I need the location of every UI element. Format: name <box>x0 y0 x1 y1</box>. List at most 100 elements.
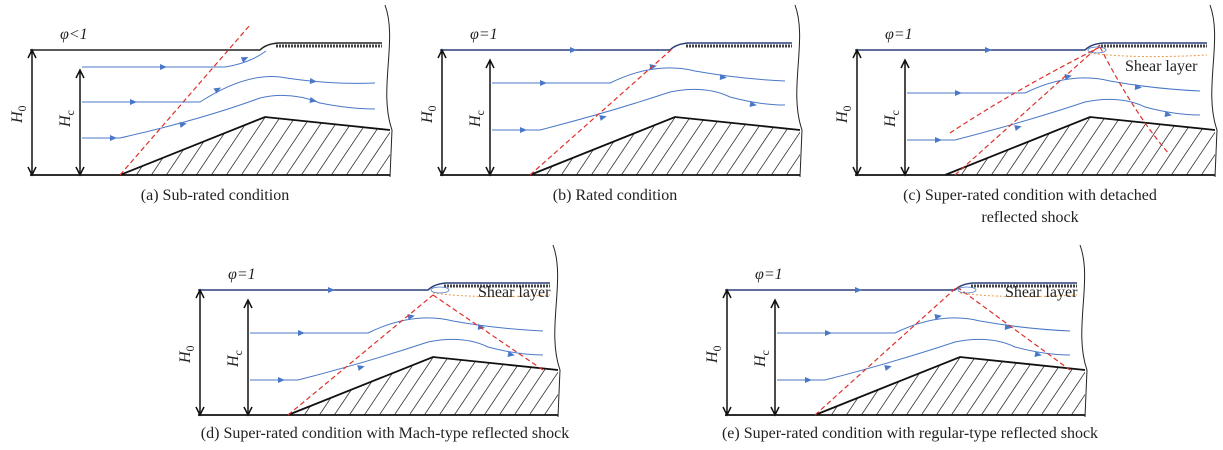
streamline <box>492 88 786 131</box>
hatch-line <box>164 117 211 175</box>
hc-label: Hc <box>882 110 902 128</box>
hc-base: H <box>467 114 484 128</box>
streamline <box>250 317 544 334</box>
hatch-line <box>754 117 800 175</box>
ramp-hatch <box>815 357 1085 415</box>
phi-label: φ=1 <box>885 26 913 43</box>
separation-bubble <box>430 286 450 294</box>
flow-arrow <box>407 314 415 320</box>
right-edge <box>384 4 393 178</box>
separation-bubble <box>1087 46 1107 54</box>
hc-arrow <box>75 68 85 177</box>
flow-arrow <box>309 97 317 103</box>
flow-arrow <box>328 287 335 293</box>
hatch-line <box>949 357 996 415</box>
hc-base: H <box>57 114 74 128</box>
shear-layer-label: Shear layer <box>478 284 551 301</box>
h0-sub: 0 <box>15 105 29 111</box>
flow-arrow <box>719 74 727 80</box>
flow-arrow <box>1014 125 1022 131</box>
hatch-line <box>784 117 800 175</box>
ramp-hatch <box>288 350 618 417</box>
hatch-line <box>149 117 196 175</box>
flow-arrow <box>309 78 317 84</box>
hatch-line <box>1064 117 1111 175</box>
streamline <box>82 50 267 68</box>
hc-label: Hc <box>467 110 487 128</box>
h0-arrow <box>722 288 732 417</box>
ramp-hatch <box>945 117 1215 175</box>
hatch-line <box>374 117 390 175</box>
hatch-line <box>530 117 561 175</box>
hatch-line <box>589 117 636 175</box>
inlet-lip <box>198 282 550 291</box>
flow-arrow <box>934 314 942 320</box>
hatch-line <box>1184 117 1215 175</box>
hc-arrow <box>770 298 780 417</box>
hatch-line <box>1024 357 1071 415</box>
h0-base: H <box>177 350 194 364</box>
flow-arrow <box>1164 111 1172 117</box>
shear-layer-label: Shear layer <box>1005 284 1078 301</box>
flow-arrow <box>599 115 607 121</box>
inlet-lip <box>30 42 382 51</box>
flow-arrow <box>179 122 187 128</box>
ramp-hatch <box>120 117 390 175</box>
hatch-line <box>815 357 846 415</box>
h0-sub: 0 <box>425 105 439 111</box>
h0-base: H <box>9 110 26 124</box>
hatch-line <box>1039 357 1085 415</box>
ramp-hatch <box>530 117 800 175</box>
flow-arrow <box>520 127 527 133</box>
hatch-line <box>649 117 696 175</box>
hatch-line <box>619 117 666 175</box>
hatch-line <box>844 357 891 415</box>
flow-arrow <box>825 330 832 336</box>
flow-arrow <box>649 64 657 70</box>
h0-base: H <box>419 110 436 124</box>
hc-label: Hc <box>57 110 77 128</box>
shock-wave <box>432 294 544 371</box>
ramp <box>855 116 1216 176</box>
hc-arrow <box>900 58 910 177</box>
hatch-line <box>194 117 241 175</box>
h0-sub: 0 <box>840 105 854 111</box>
hatch-line <box>1154 117 1201 175</box>
flow-arrow <box>955 90 962 96</box>
hc-sub: c <box>231 350 245 355</box>
shock-wave <box>529 48 673 176</box>
hatch-line <box>974 117 1021 175</box>
hatch-line <box>317 357 364 415</box>
hatch-line <box>557 357 558 415</box>
phi-label: φ=1 <box>470 26 498 43</box>
hatch-line <box>407 357 454 415</box>
caption: reflected shock <box>981 209 1078 226</box>
hc-sub: c <box>63 110 77 115</box>
inlet-lip <box>725 282 1077 291</box>
flow-arrow <box>1134 84 1142 90</box>
ramp <box>440 116 801 176</box>
caption: (a) Sub-rated condition <box>141 187 289 204</box>
hc-base: H <box>882 114 899 128</box>
hatch-line <box>1079 117 1126 175</box>
shock-wave <box>1099 46 1171 156</box>
phi-label: φ<1 <box>60 26 88 43</box>
hatch-line <box>299 117 346 175</box>
flow-arrow <box>298 330 305 336</box>
ramp <box>30 116 391 176</box>
streamline <box>82 94 376 139</box>
hatch-line <box>314 117 361 175</box>
h0-label: H0 <box>419 105 439 124</box>
hatch-line <box>573 350 618 417</box>
right-edge <box>1079 244 1088 418</box>
hatch-line <box>344 117 390 175</box>
hatch-line <box>574 117 621 175</box>
shock-wave <box>954 44 1101 176</box>
shock-wave <box>814 286 958 416</box>
separation-bubble <box>957 286 977 294</box>
hc-arrow <box>485 58 495 177</box>
flow-arrow <box>130 99 137 105</box>
